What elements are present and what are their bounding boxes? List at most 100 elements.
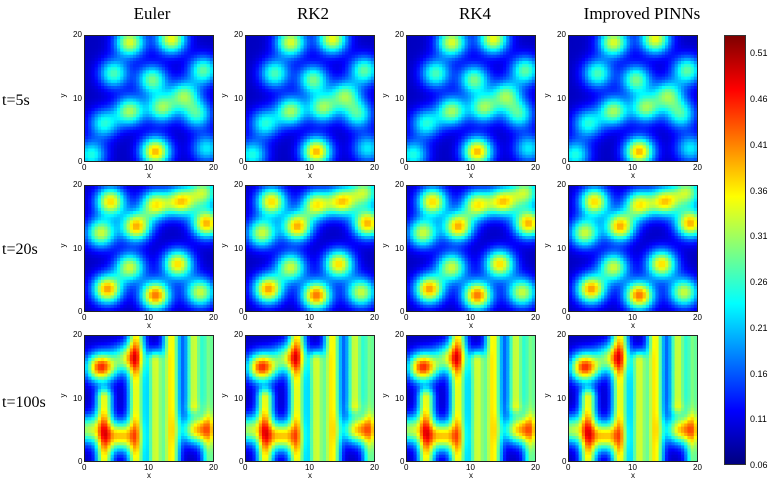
heatmap-cell — [351, 64, 356, 68]
heatmap-cell — [110, 86, 115, 90]
heatmap-cell — [319, 57, 324, 62]
heatmap-cell — [623, 39, 628, 43]
heatmap-cell — [152, 42, 156, 46]
heatmap-cell — [451, 107, 456, 112]
heatmap-cell — [522, 67, 526, 71]
heatmap-cell — [480, 73, 485, 78]
heatmap-cell — [329, 48, 333, 53]
heatmap-cell — [313, 126, 317, 131]
heatmap-cell — [262, 51, 266, 56]
heatmap-cell — [319, 76, 324, 81]
heatmap-cell — [361, 142, 365, 146]
heatmap-cell — [145, 154, 150, 159]
heatmap-cell — [522, 139, 526, 143]
heatmap-cell — [528, 136, 533, 140]
heatmap-cell — [152, 142, 156, 146]
heatmap-cell — [370, 154, 374, 159]
heatmap-cell — [142, 157, 147, 161]
heatmap-cell — [490, 42, 494, 46]
heatmap-cell — [209, 123, 213, 128]
heatmap-cell — [193, 86, 198, 90]
heatmap-cell — [129, 98, 134, 103]
heatmap-cell — [107, 73, 112, 78]
heatmap-cell — [354, 70, 359, 75]
heatmap-cell — [345, 107, 349, 112]
heatmap-cell — [496, 148, 501, 153]
heatmap-cell — [136, 136, 140, 140]
heatmap-cell — [338, 67, 343, 71]
heatmap-cell — [435, 42, 440, 46]
heatmap-cell — [429, 92, 434, 96]
heatmap-cell — [435, 86, 440, 90]
heatmap-cell — [161, 151, 166, 156]
heatmap-cell — [287, 142, 292, 146]
heatmap-cell — [471, 48, 475, 53]
heatmap-cell — [303, 95, 308, 100]
heatmap-cell — [410, 151, 414, 156]
heatmap-cell — [139, 154, 144, 159]
heatmap-cell — [85, 101, 89, 106]
heatmap-cell — [161, 42, 166, 46]
heatmap-cell — [677, 42, 682, 46]
heatmap-cell — [364, 104, 369, 109]
heatmap-panel — [406, 35, 536, 162]
heatmap-cell — [671, 36, 676, 40]
heatmap-cell — [665, 36, 669, 40]
heatmap-cell — [319, 67, 324, 71]
heatmap-cell — [509, 95, 514, 100]
heatmap-cell — [528, 39, 533, 43]
heatmap-cell — [258, 117, 263, 121]
heatmap-cell — [85, 114, 89, 118]
heatmap-cell — [519, 151, 523, 156]
heatmap-cell — [319, 142, 324, 146]
heatmap-cell — [110, 82, 115, 87]
heatmap-cell — [104, 136, 108, 140]
heatmap-cell — [177, 139, 182, 143]
heatmap-cell — [429, 117, 434, 121]
heatmap-cell — [432, 139, 437, 143]
heatmap-cell — [329, 120, 333, 125]
heatmap-cell — [184, 48, 188, 53]
heatmap-cell — [117, 114, 121, 118]
heatmap-cell — [193, 148, 198, 153]
heatmap-cell — [287, 86, 292, 90]
heatmap-cell — [455, 132, 459, 137]
heatmap-cell — [297, 142, 301, 146]
heatmap-cell — [351, 104, 356, 109]
heatmap-cell — [329, 39, 333, 43]
heatmap-cell — [249, 126, 253, 131]
heatmap-cell — [294, 42, 298, 46]
heatmap-cell — [506, 76, 510, 81]
heatmap-cell — [168, 45, 172, 50]
heatmap-cell — [303, 61, 308, 65]
heatmap-cell — [129, 101, 134, 106]
heatmap-cell — [490, 132, 494, 137]
heatmap-cell — [193, 145, 198, 150]
heatmap-cell — [107, 142, 112, 146]
heatmap-cell — [117, 82, 121, 87]
heatmap-cell — [597, 36, 602, 40]
heatmap-cell — [107, 154, 112, 159]
heatmap-cell — [209, 61, 213, 65]
heatmap-cell — [193, 107, 198, 112]
heatmap-cell — [107, 42, 112, 46]
heatmap-cell — [419, 89, 424, 93]
heatmap-cell — [265, 111, 269, 115]
heatmap-cell — [268, 129, 273, 134]
heatmap-cell — [319, 101, 324, 106]
heatmap-cell — [101, 154, 105, 159]
heatmap-cell — [265, 123, 269, 128]
heatmap-cell — [455, 157, 459, 161]
heatmap-cell — [255, 76, 260, 81]
heatmap-cell — [467, 151, 472, 156]
heatmap-cell — [149, 61, 153, 65]
heatmap-cell — [300, 61, 305, 65]
heatmap-cell — [515, 157, 520, 161]
heatmap-cell — [361, 104, 365, 109]
heatmap-cell — [423, 79, 427, 84]
heatmap-cell — [601, 39, 605, 43]
heatmap-cell — [364, 157, 369, 161]
heatmap-cell — [319, 154, 324, 159]
heatmap-cell — [142, 154, 147, 159]
heatmap-cell — [512, 136, 517, 140]
